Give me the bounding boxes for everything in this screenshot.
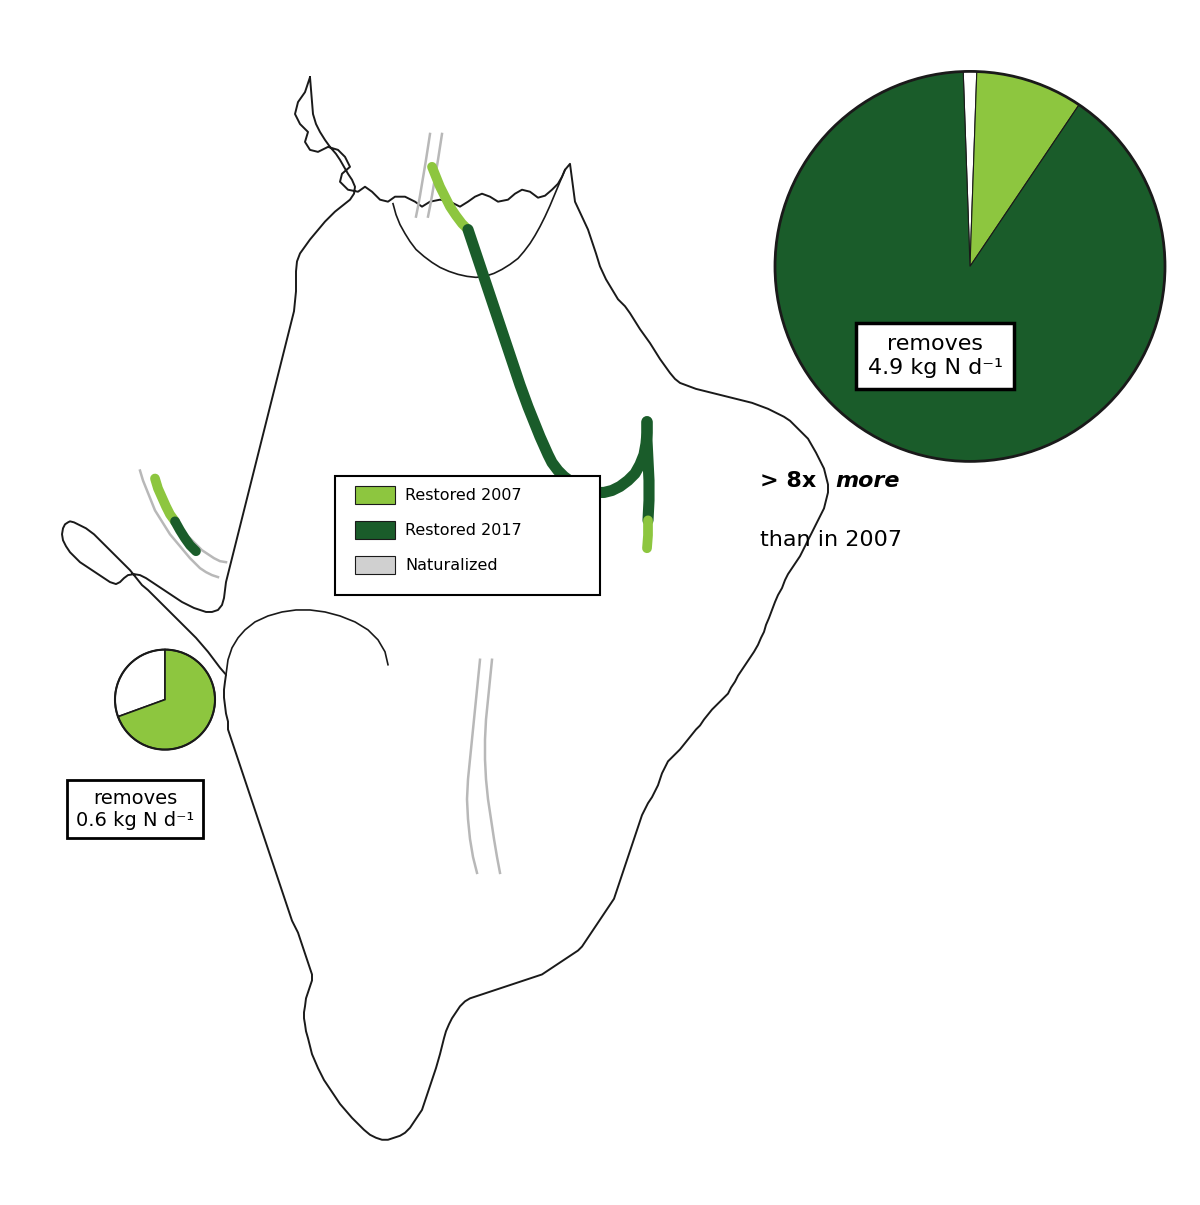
Text: Restored 2017: Restored 2017 (406, 523, 522, 537)
Wedge shape (118, 649, 215, 750)
Bar (355, 522, 395, 540)
Text: removes
4.9 kg N d⁻¹: removes 4.9 kg N d⁻¹ (868, 335, 1002, 377)
Wedge shape (115, 649, 166, 717)
Bar (355, 557, 395, 574)
Bar (335, 476, 600, 595)
Text: > 8x: > 8x (760, 470, 824, 490)
Bar (355, 487, 395, 505)
Text: than in 2007: than in 2007 (760, 530, 902, 551)
Wedge shape (964, 71, 977, 266)
Wedge shape (970, 71, 1079, 266)
Text: Restored 2007: Restored 2007 (406, 488, 522, 502)
Text: Naturalized: Naturalized (406, 558, 498, 572)
Text: removes
0.6 kg N d⁻¹: removes 0.6 kg N d⁻¹ (76, 788, 194, 829)
Wedge shape (775, 71, 1165, 462)
Text: more: more (835, 470, 900, 490)
